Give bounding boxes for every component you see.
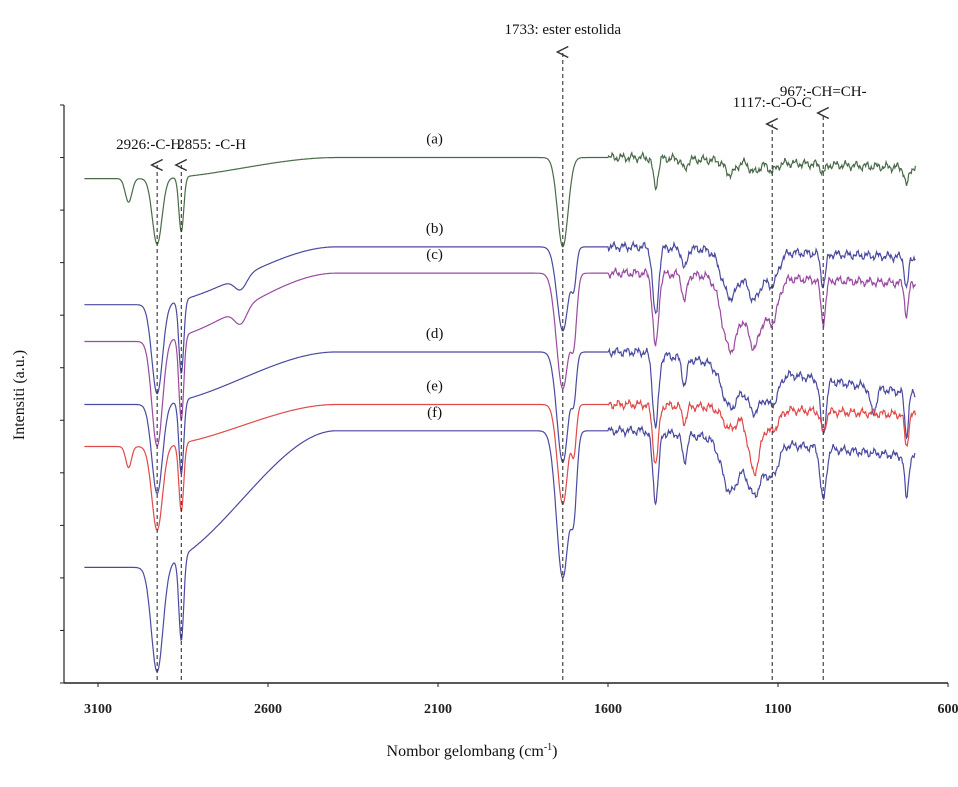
x-tick-label: 600 <box>938 702 958 717</box>
x-axis-title: Nombor gelombang (cm-1) <box>387 742 558 760</box>
series-label: (d) <box>426 326 444 342</box>
axes-group <box>63 105 948 684</box>
series-label: (c) <box>426 247 443 263</box>
series-label: (a) <box>426 132 443 148</box>
spectrum-line <box>84 239 916 395</box>
x-tick-label: 2100 <box>424 702 452 717</box>
annotation-label: 2926:-C-H <box>116 137 181 153</box>
series-label: (f) <box>427 405 442 421</box>
spectrum-line <box>84 150 916 248</box>
y-ticks-group <box>60 104 64 684</box>
spectrum-line <box>84 267 916 448</box>
annotation-label: 967:-CH=CH- <box>780 84 867 100</box>
annotation-label: 1117:-C-O-C <box>733 95 812 111</box>
spectrum-line <box>84 346 916 495</box>
annotation-label: 1733: ester estolida <box>504 22 621 38</box>
spectrum-line <box>84 425 916 673</box>
annotation-label: 2855: -C-H <box>177 137 246 153</box>
x-tick-label: 1100 <box>764 702 791 717</box>
series-label: (b) <box>426 221 444 237</box>
spectra-group: (a) (b) (c) (d) (e) (f) <box>84 132 916 673</box>
series-label: (e) <box>426 379 443 395</box>
spectrum-line <box>84 398 916 532</box>
x-tick-label: 2600 <box>254 702 282 717</box>
x-tick-label: 3100 <box>84 702 112 717</box>
y-axis-title: Intensiti (a.u.) <box>11 350 28 440</box>
x-tick-label: 1600 <box>594 702 622 717</box>
x-ticks-group: 3100 2600 2100 1600 1100 600 <box>84 683 958 717</box>
